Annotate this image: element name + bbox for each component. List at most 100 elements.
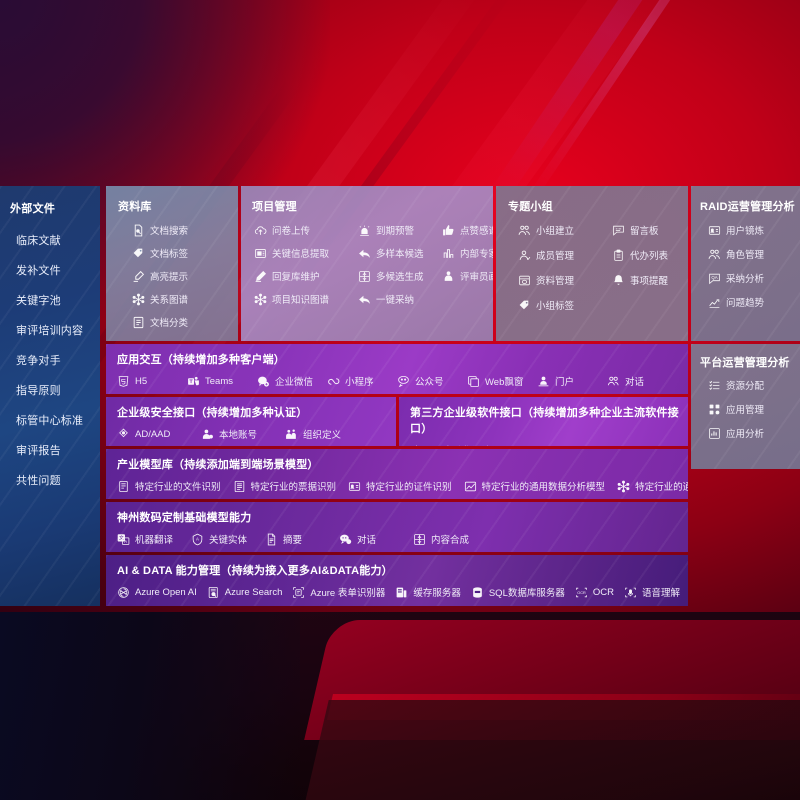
ranking-icon [442,247,455,260]
apps-gear-icon [708,403,721,416]
sidebar-item-review-training[interactable]: 审评培训内容 [16,325,84,337]
proj-item-key-info-extract[interactable]: 关键信息提取 [254,246,358,260]
kb-label-4: 文档分类 [150,318,189,329]
kb-item-document-tag[interactable]: 文档标签 [132,246,238,260]
base-item-summary[interactable]: 摘要 [265,532,339,546]
aid-item-azure-search[interactable]: Azure Search [207,586,282,599]
kb-item-document-search[interactable]: 文档搜索 [132,223,238,237]
kb-item-relation-graph[interactable]: 关系图谱 [132,292,238,306]
base-item-dialog[interactable]: 对话 [339,532,413,546]
kb-item-highlight[interactable]: 高亮提示 [132,269,238,283]
panel-knowledge-base: 资料库 文档搜索 文档标签 高亮提示 关系图谱 文档分类 [106,186,238,341]
sidebar-item-common-issues[interactable]: 共性问题 [16,475,61,487]
raid-item-adoption-analysis[interactable]: QA 采纳分析 [708,271,800,285]
ind-item-file-recognition[interactable]: 特定行业的文件识别 [117,479,221,493]
proj-label-3: 关键信息提取 [272,249,330,260]
third-item-api-designer[interactable]: API自动化设计器 [410,443,500,446]
plat-item-app-management[interactable]: 应用管理 [708,402,800,416]
proj-item-one-click-adopt[interactable]: 一键采纳 [358,292,442,306]
team-item-group-tag[interactable]: 小组标签 [518,298,612,312]
plat-item-app-analysis[interactable]: 应用分析 [708,426,800,440]
aid-label-4: SQL数据库服务器 [488,588,565,599]
aid-item-ocr[interactable]: OCR OCR [575,586,614,599]
proj-item-thanks[interactable]: 点赞感谢 [442,223,493,237]
portal-icon [537,375,550,388]
proj-item-knowledge-graph[interactable]: 项目知识图谱 [254,292,358,306]
archive-icon [518,274,531,287]
sec-item-local-account[interactable]: 本地账号 [201,427,285,441]
base-item-content-synthesis[interactable]: 内容合成 [413,532,487,546]
proj-item-reviewer-profile[interactable]: 评审员画像 [442,269,493,283]
aid-item-form-recognizer[interactable]: Azure 表单识别器 [292,585,385,599]
member-icon [518,249,531,262]
inter-item-h5[interactable]: H5 [117,375,187,388]
aid-label-3: 缓存服务器 [413,588,461,599]
aid-item-azure-openai[interactable]: Azure Open AI [117,586,197,599]
sidebar-item-review-report[interactable]: 审评报告 [16,445,61,457]
team-item-create-group[interactable]: 小组建立 [518,223,612,237]
raid-item-issue-trend[interactable]: 问题趋势 [708,295,800,309]
html5-icon [117,375,130,388]
sec-item-org-definition[interactable]: 组织定义 [285,427,369,441]
cloud-upload-icon [254,224,267,237]
search-doc-icon [207,586,220,599]
inter-item-web-popup[interactable]: Web飘窗 [467,374,537,388]
proj-item-reply-library[interactable]: 回复库维护 [254,269,358,283]
security-title: 企业级安全接口（持续增加多种认证） [117,407,308,419]
expand-icon [358,270,371,283]
proj-label-9: 项目知识图谱 [272,295,330,306]
team-item-todo-list[interactable]: 代办列表 [612,248,688,262]
ind-item-receipt-recognition[interactable]: 特定行业的票据识别 [233,479,336,493]
inter-item-wechat-work[interactable]: 企业微信 [257,374,327,388]
proj-item-due-alert[interactable]: 到期预警 [358,223,442,237]
sidebar-item-guidelines[interactable]: 指导原则 [16,385,61,397]
svg-text:A: A [196,536,199,541]
ind-item-data-analysis-model[interactable]: 特定行业的通用数据分析模型 [464,479,605,493]
aid-item-cache-server[interactable]: 缓存服务器 [395,585,461,599]
sec-label-2: 组织定义 [303,430,342,441]
third-party-title: 第三方企业级软件接口（持续增加多种企业主流软件接口） [410,407,679,435]
team-item-member-management[interactable]: 成员管理 [518,248,612,262]
sidebar-item-supplement-files[interactable]: 发补文件 [16,265,61,277]
proj-label-6: 回复库维护 [272,272,320,283]
svg-text:OCR: OCR [577,591,586,595]
web-window-icon [467,375,480,388]
proj-item-expert-ranking[interactable]: 内部专家排名 [442,246,493,260]
aid-item-sql-server[interactable]: SQL数据库服务器 [471,585,565,599]
ind-item-id-recognition[interactable]: 特定行业的证件识别 [348,479,452,493]
team-item-message-board[interactable]: 留言板 [612,223,688,237]
proj-item-multi-candidate-generate[interactable]: 多候选生成 [358,269,442,283]
raid-item-role-management[interactable]: 角色管理 [708,247,800,261]
sec-item-ad-aad[interactable]: AD/AAD [117,428,201,441]
team-item-event-reminder[interactable]: 事项提醒 [612,273,688,287]
inter-label-1: Teams [205,375,233,387]
inter-item-official-account[interactable]: 公众号 [397,374,467,388]
plat-item-resource-allocation[interactable]: 资源分配 [708,378,800,392]
team-item-material-management[interactable]: 资料管理 [518,273,612,287]
summary-icon [265,533,278,546]
inter-label-7: 对话 [625,377,645,388]
api-gear-icon [410,444,423,446]
base-item-key-entity[interactable]: A 关键实体 [191,532,265,546]
ind-item-knowledge-graph-model[interactable]: 特定行业的通用知识图谱模型 [617,479,688,493]
inter-item-teams[interactable]: Teams [187,375,257,388]
sec-label-1: 本地账号 [219,430,258,441]
raid-title: RAID运营管理分析 [700,201,795,213]
raid-item-user-profile[interactable]: 用户镜炼 [708,223,800,237]
aid-item-voice-understanding[interactable]: 语音理解 [624,585,680,599]
platform-title: 平台运营管理分析 [700,357,790,369]
sidebar-item-standards-center[interactable]: 标管中心标准 [16,415,84,427]
kb-item-document-classification[interactable]: 文档分类 [132,315,238,329]
proj-item-multi-sample-candidate[interactable]: 多样本候选 [358,246,442,260]
sidebar-item-competitors[interactable]: 竞争对手 [16,355,61,367]
inter-item-portal[interactable]: 门户 [537,374,607,388]
inter-item-dialog[interactable]: 对话 [607,374,677,388]
database-icon [471,586,484,599]
sidebar-item-clinical-literature[interactable]: 临床文献 [16,235,61,247]
sidebar-item-keyword-pool[interactable]: 关键字池 [16,295,61,307]
inter-item-miniprogram[interactable]: 小程序 [327,374,397,388]
proj-item-questionnaire-upload[interactable]: 问卷上传 [254,223,358,237]
aid-label-5: OCR [592,586,614,598]
proj-label-7: 多候选生成 [376,272,424,283]
